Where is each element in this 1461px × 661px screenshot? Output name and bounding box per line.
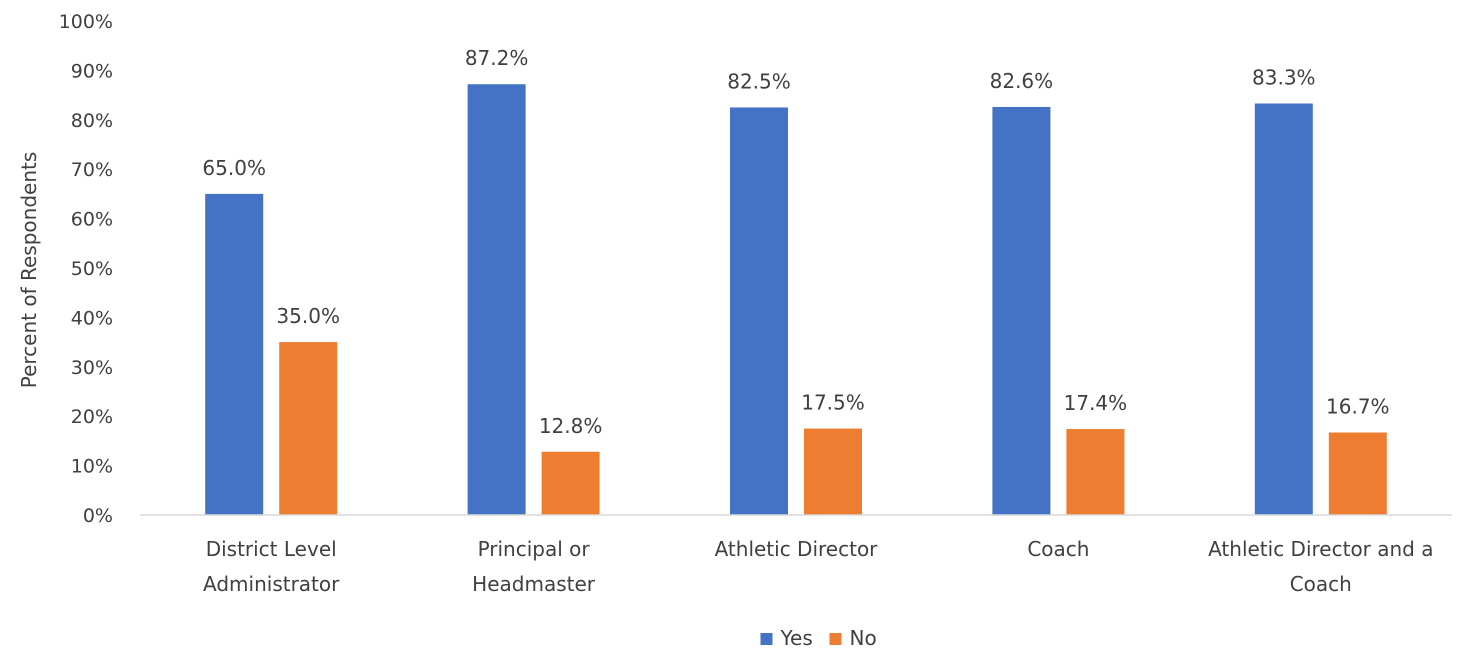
category-label: Athletic Director and a xyxy=(1208,537,1433,561)
y-tick-label: 30% xyxy=(71,357,113,379)
y-tick-label: 10% xyxy=(71,456,113,478)
category-label: Administrator xyxy=(203,572,340,596)
data-label: 17.4% xyxy=(1064,391,1128,415)
bar-yes xyxy=(467,84,526,516)
bar-no xyxy=(1066,429,1125,515)
legend-swatch-yes xyxy=(760,633,773,645)
y-axis-title: Percent of Respondents xyxy=(17,152,41,389)
y-tick-label: 0% xyxy=(83,505,113,527)
bar-yes xyxy=(205,193,264,515)
category-label: Principal or xyxy=(478,537,591,561)
legend-label: No xyxy=(850,626,877,650)
bar-no xyxy=(1328,432,1387,515)
data-label: 65.0% xyxy=(202,156,266,180)
y-tick-label: 70% xyxy=(71,159,113,181)
data-labels: 65.0% 35.0% 87.2% 12.8% 82.5% 17.5% 82.6% 17.4%… xyxy=(202,46,1389,438)
legend-swatch-no xyxy=(829,633,842,645)
bars xyxy=(205,84,1387,516)
bar-no xyxy=(279,342,338,515)
y-tick-label: 100% xyxy=(59,11,113,33)
bar-yes xyxy=(730,107,788,515)
y-tick-label: 20% xyxy=(71,406,113,428)
data-label: 82.5% xyxy=(727,69,791,93)
data-label: 12.8% xyxy=(539,414,603,438)
bar-no xyxy=(541,451,600,515)
legend: Yes No xyxy=(760,626,877,650)
category-label: District Level xyxy=(206,537,337,561)
y-tick-label: 40% xyxy=(71,307,113,329)
data-label: 17.5% xyxy=(801,391,865,415)
y-tick-label: 50% xyxy=(71,258,113,280)
category-label: Athletic Director xyxy=(715,537,879,561)
legend-label: Yes xyxy=(780,626,813,650)
y-axis-ticks: 0% 10% 20% 30% 40% 50% 60% 70% 80% 90% 100% xyxy=(59,11,113,527)
y-tick-label: 80% xyxy=(71,110,113,132)
category-label: Coach xyxy=(1290,572,1352,596)
y-tick-label: 60% xyxy=(71,209,113,231)
category-label: Headmaster xyxy=(472,572,596,596)
data-label: 82.6% xyxy=(990,69,1054,93)
category-label: Coach xyxy=(1027,537,1089,561)
bar-no xyxy=(804,428,862,515)
y-tick-label: 90% xyxy=(71,60,113,82)
data-label: 16.7% xyxy=(1326,395,1390,419)
data-label: 83.3% xyxy=(1252,65,1316,89)
bar-yes xyxy=(992,106,1051,516)
data-label: 87.2% xyxy=(465,46,529,70)
data-label: 35.0% xyxy=(276,304,340,328)
category-labels: District Level Administrator Principal or H… xyxy=(203,537,1433,596)
bar-yes xyxy=(1254,103,1313,516)
